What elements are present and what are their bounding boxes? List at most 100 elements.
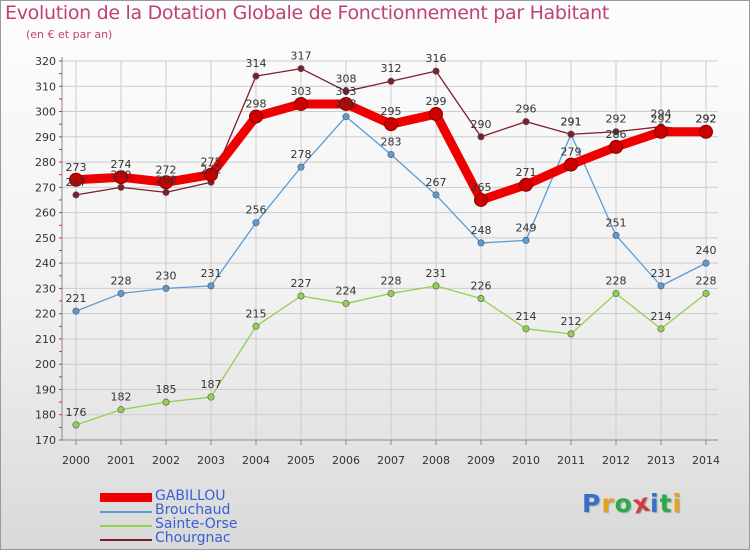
x-tick-label: 2007: [377, 454, 405, 467]
data-label-chourgnac: 312: [381, 62, 402, 75]
data-label-brouchaud: 231: [201, 267, 222, 280]
data-point-brouchaud: [162, 284, 170, 292]
data-label-brouchaud: 278: [291, 148, 312, 161]
data-point-chourgnac: [342, 87, 350, 95]
data-label-chourgnac: 294: [651, 108, 672, 121]
data-point-gabillou: [69, 172, 83, 187]
x-tick-label: 2005: [287, 454, 315, 467]
legend-label: Chourgnac: [155, 530, 231, 546]
data-point-chourgnac: [252, 72, 260, 80]
data-label-sainte-orse: 231: [426, 267, 447, 280]
data-label-chourgnac: 308: [336, 72, 357, 85]
data-point-sainte-orse: [117, 406, 125, 414]
data-label-gabillou: 286: [606, 128, 627, 141]
data-label-gabillou: 292: [696, 113, 717, 126]
data-point-chourgnac: [612, 128, 620, 136]
data-point-chourgnac: [72, 191, 80, 199]
data-point-brouchaud: [612, 231, 620, 239]
logo-letter: t: [659, 489, 673, 518]
data-point-sainte-orse: [522, 325, 530, 333]
data-label-gabillou: 272: [156, 163, 177, 176]
y-tick-label: 300: [35, 106, 56, 119]
data-label-chourgnac: 272: [201, 163, 222, 176]
data-label-brouchaud: 248: [471, 224, 492, 237]
data-label-chourgnac: 290: [471, 118, 492, 131]
legend-swatch: [100, 493, 152, 502]
y-tick-label: 320: [35, 55, 56, 68]
data-label-gabillou: 273: [66, 161, 87, 174]
data-point-sainte-orse: [297, 292, 305, 300]
data-label-sainte-orse: 228: [696, 274, 717, 287]
data-point-sainte-orse: [72, 421, 80, 429]
data-point-gabillou: [564, 157, 578, 172]
data-label-sainte-orse: 212: [561, 315, 582, 328]
data-label-gabillou: 279: [561, 146, 582, 159]
data-point-brouchaud: [297, 163, 305, 171]
y-tick-label: 260: [35, 207, 56, 220]
data-point-sainte-orse: [252, 322, 260, 330]
data-label-chourgnac: 292: [696, 113, 717, 126]
data-point-sainte-orse: [612, 289, 620, 297]
x-tick-label: 2014: [692, 454, 720, 467]
data-label-gabillou: 299: [426, 95, 447, 108]
legend-label: Sainte-Orse: [155, 516, 238, 532]
data-label-chourgnac: 314: [246, 57, 267, 70]
data-label-brouchaud: 231: [651, 267, 672, 280]
y-tick-label: 290: [35, 131, 56, 144]
data-point-chourgnac: [432, 67, 440, 75]
data-label-chourgnac: 292: [606, 113, 627, 126]
y-tick-label: 170: [35, 434, 56, 447]
x-tick-label: 2006: [332, 454, 360, 467]
x-tick-label: 2010: [512, 454, 540, 467]
data-label-gabillou: 275: [201, 156, 222, 169]
data-point-sainte-orse: [477, 295, 485, 303]
data-point-gabillou: [519, 177, 533, 192]
chart-subtitle: (en € et par an): [26, 28, 113, 41]
data-label-sainte-orse: 214: [516, 310, 537, 323]
legend-label: GABILLOU: [155, 488, 226, 504]
logo-letter: P: [582, 489, 602, 518]
data-point-gabillou: [384, 117, 398, 132]
data-point-brouchaud: [522, 236, 530, 244]
y-tick-label: 310: [35, 80, 56, 93]
data-label-chourgnac: 291: [561, 115, 582, 128]
data-label-sainte-orse: 176: [66, 406, 87, 419]
data-point-gabillou: [429, 107, 443, 122]
data-point-gabillou: [609, 139, 623, 154]
data-point-chourgnac: [162, 188, 170, 196]
y-tick-label: 270: [35, 181, 56, 194]
data-point-brouchaud: [387, 150, 395, 158]
x-tick-label: 2011: [557, 454, 585, 467]
data-label-gabillou: 298: [246, 98, 267, 111]
x-tick-label: 2002: [152, 454, 180, 467]
data-label-sainte-orse: 227: [291, 277, 312, 290]
data-point-gabillou: [249, 109, 263, 124]
data-label-brouchaud: 249: [516, 221, 537, 234]
y-tick-label: 190: [35, 383, 56, 396]
data-point-sainte-orse: [207, 393, 215, 401]
data-point-gabillou: [339, 96, 353, 111]
data-label-brouchaud: 221: [66, 292, 87, 305]
data-label-sainte-orse: 187: [201, 378, 222, 391]
data-label-brouchaud: 267: [426, 176, 447, 189]
logo-letter: i: [650, 489, 660, 518]
x-tick-label: 2000: [62, 454, 90, 467]
y-tick-label: 250: [35, 232, 56, 245]
data-label-gabillou: 274: [111, 158, 132, 171]
logo-letter: o: [614, 489, 633, 518]
data-point-chourgnac: [297, 65, 305, 73]
data-label-chourgnac: 267: [66, 176, 87, 189]
data-label-sainte-orse: 226: [471, 280, 492, 293]
data-point-sainte-orse: [432, 282, 440, 290]
y-tick-label: 220: [35, 308, 56, 321]
data-label-gabillou: 303: [291, 85, 312, 98]
data-point-sainte-orse: [387, 289, 395, 297]
y-tick-label: 180: [35, 409, 56, 422]
data-label-brouchaud: 230: [156, 269, 177, 282]
legend-swatch: [100, 511, 152, 513]
x-tick-label: 2003: [197, 454, 225, 467]
logo-letter: i: [672, 489, 683, 518]
y-tick-label: 200: [35, 358, 56, 371]
data-point-brouchaud: [657, 282, 665, 290]
